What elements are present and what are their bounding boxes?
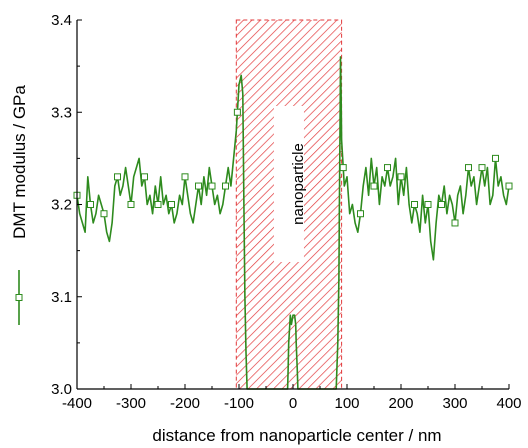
data-point-marker [384,164,391,172]
data-point-marker [168,201,175,208]
y-tick-label: 3.4 [51,12,72,29]
x-tick-label: 400 [496,395,521,412]
legend-marker [15,294,23,301]
data-point-marker [357,210,364,218]
x-ticks: -400 -300 -200 -100 0 100 200 300 400 [62,384,522,412]
data-point-marker [114,173,121,181]
data-point-marker [208,182,216,190]
data-point-marker [181,173,189,181]
series-layer [73,56,513,390]
data-point-marker [451,219,459,227]
data-point-marker [339,164,347,172]
data-point-marker [465,164,472,172]
x-tick-label: 200 [388,395,413,412]
y-axis-title: DMT modulus / GPa [10,85,29,239]
nanoparticle-label-box [273,106,304,262]
data-point-marker [438,201,445,208]
nanoparticle-label: nanoparticle [290,143,307,225]
x-tick-label: -300 [116,395,146,412]
y-tick-label: 3.3 [51,104,72,121]
y-ticks: 3.0 3.1 3.2 3.3 3.4 [51,12,82,398]
data-point-marker [100,210,108,218]
x-tick-label: -100 [224,395,254,412]
data-point-marker [424,201,432,208]
data-point-marker [478,164,486,172]
x-tick-label: 0 [289,395,297,412]
y-tick-label: 3.1 [51,289,72,306]
x-tick-label: 300 [442,395,467,412]
data-point-marker [127,201,135,208]
data-point-marker [397,173,405,181]
data-point-marker [141,173,148,181]
x-tick-label: -200 [170,395,200,412]
data-point-marker [87,201,94,208]
data-point-marker [411,201,418,208]
y-tick-label: 3.0 [51,381,72,398]
data-point-marker [370,182,378,190]
y-axis-legend-marker [15,270,23,325]
data-point-marker [195,182,202,190]
data-point-marker [505,182,513,190]
x-tick-label: 100 [334,395,359,412]
data-point-marker [222,182,229,190]
x-tick-label: -400 [62,395,92,412]
data-point-marker [233,108,241,116]
data-point-marker [154,201,162,208]
x-axis-title: distance from nanoparticle center / nm [152,426,441,445]
y-tick-label: 3.2 [51,197,72,214]
data-point-marker [492,154,499,162]
